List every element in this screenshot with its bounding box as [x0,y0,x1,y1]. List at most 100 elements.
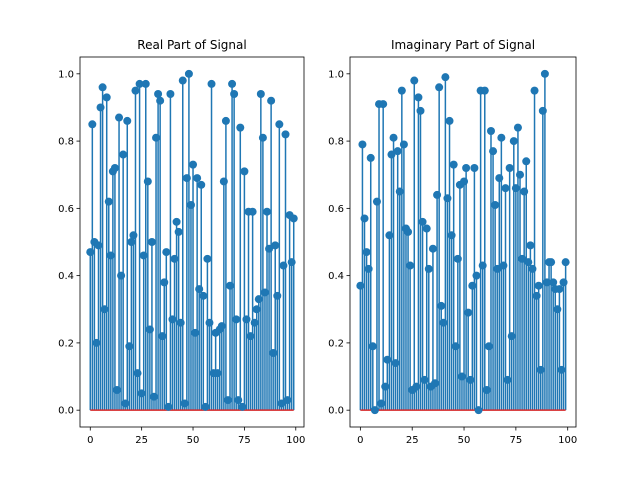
chart-title-imaginary: Imaginary Part of Signal [391,38,535,52]
real-stem-marker [271,241,280,250]
imag-stem-marker [503,375,512,384]
imag-stem-marker [474,406,483,415]
real-x-tick-label: 100 [286,435,305,446]
imag-stem-marker [561,258,570,267]
imag-stem-marker [491,201,500,209]
imag-x-tick-label: 75 [510,435,523,446]
imag-stem-marker [368,342,377,351]
real-stem-marker [281,130,290,139]
imag-stem-marker [522,157,531,166]
imag-stem-marker [501,184,510,193]
imag-stem-marker [424,264,433,273]
imag-stem-marker [524,258,533,267]
imag-stem-marker [447,231,456,240]
imag-stem-marker [443,194,452,203]
real-stem-marker [139,251,148,260]
real-stem-marker [152,133,161,142]
real-stem-marker [277,399,286,408]
imag-x-tick-label: 50 [458,435,471,446]
real-stem-marker [104,197,113,206]
imag-stem-marker [480,86,489,95]
imag-stem-marker [404,227,413,236]
imag-stem-marker [511,184,520,193]
imag-stem-marker [460,177,469,186]
real-stem-marker [217,322,226,331]
imag-x-tick-label: 0 [357,435,363,446]
imag-stem-marker [547,258,556,267]
imag-stem-marker [437,301,446,310]
imag-stem-marker [358,140,367,149]
imag-stem-marker [385,231,394,240]
real-stem-marker [186,201,195,209]
imag-stem-marker [372,197,381,206]
imag-stem-marker [540,69,549,78]
imag-stem-marker [420,375,429,384]
imag-stem-marker [377,399,386,408]
real-stems [89,73,295,411]
real-stem-marker [121,399,130,408]
real-stem-marker [156,96,165,105]
real-stem-marker [248,207,257,216]
real-y-tick-label: 0.6 [58,204,74,215]
real-stem-marker [158,332,167,341]
imag-stem-marker [399,140,408,149]
real-stem-marker [267,96,276,105]
real-stem-marker [240,167,249,176]
imag-stem-marker [472,271,481,280]
imag-stem-marker [495,174,504,183]
imag-stem-marker [383,355,392,364]
imag-stem-marker [468,281,477,290]
real-stem-marker [193,174,202,183]
imag-stem-marker [466,375,475,384]
imag-stem-marker [553,305,562,314]
imag-stem-marker [486,127,495,135]
imag-stem-marker [393,147,402,156]
real-stem-marker [213,369,222,378]
imag-y-tick-label: 0.4 [328,271,344,282]
imag-stem-marker [414,93,423,102]
imag-stem-marker [528,264,537,273]
real-stem-marker [88,120,97,129]
imag-y-tick-label: 0.0 [328,406,344,417]
real-stem-marker [143,177,152,186]
imag-stem-marker [555,285,564,294]
imag-stem-marker [364,264,373,273]
real-stem-marker [96,103,105,112]
imag-stem-marker [389,133,398,142]
imag-stem-marker [518,254,527,263]
imag-stem-marker [370,406,379,415]
imag-stem-marker [387,150,396,159]
real-markers [86,69,298,411]
real-stem-marker [226,281,235,290]
real-stem-marker [94,241,103,250]
imag-stem-marker [557,365,566,374]
real-stem-marker [289,214,298,223]
real-x-tick-label: 50 [187,435,200,446]
real-stem-marker [145,325,154,334]
real-stem-marker [223,396,232,405]
imag-stem-marker [418,217,427,226]
real-stem-marker [125,342,134,351]
imag-stem-marker [449,160,458,169]
real-y-tick-label: 0.4 [58,271,74,282]
imag-stem-marker [381,382,390,391]
real-stem-marker [199,291,208,300]
imag-stem-marker [431,379,440,388]
real-stem-marker [201,402,210,411]
real-axes-frame [79,56,305,428]
real-stem-marker [279,261,288,270]
real-stem-marker [250,318,259,327]
imag-stem-marker [509,137,518,146]
real-stem-marker [205,318,214,327]
real-x-tick-label: 0 [87,435,93,446]
real-stem-marker [176,318,185,327]
real-stem-marker [174,227,183,236]
real-stem-marker [129,231,138,240]
imag-stem-marker [462,164,471,172]
real-stem-marker [230,90,239,98]
real-stem-marker [184,69,193,78]
real-x-tick-label: 75 [238,435,251,446]
imag-stem-marker [406,261,415,270]
real-stem-marker [258,133,267,142]
imag-stem-marker [493,264,502,273]
